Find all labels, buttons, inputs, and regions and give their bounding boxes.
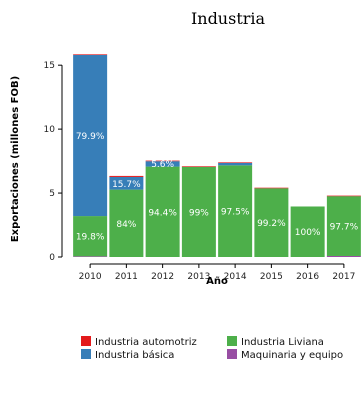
legend-swatch <box>81 336 91 346</box>
bar-segment <box>181 166 216 167</box>
bar-segment <box>145 160 180 162</box>
bar-segment <box>326 195 361 197</box>
data-label: 99.2% <box>257 219 286 229</box>
data-label: 79.9% <box>76 132 105 142</box>
bar-segment <box>109 176 144 190</box>
x-tick-label: 2011 <box>115 272 138 282</box>
y-axis-label: Exportaciones (millones FOB) <box>10 76 21 242</box>
data-labels-layer: 79.9% 19.8% 15.7% 84% 5.6% 94.4% 99% 97.5% 99.2%… <box>76 132 359 243</box>
bar-segment <box>254 188 289 257</box>
data-label: 100% <box>295 228 321 238</box>
legend-label: Industria automotriz <box>95 337 197 348</box>
bar-segment <box>290 206 325 257</box>
chart-title: Industria <box>191 9 266 28</box>
bar-segment <box>73 54 108 217</box>
bar-segment <box>73 256 108 257</box>
data-label: 84% <box>116 220 136 230</box>
x-tick-label: 2013 <box>187 272 210 282</box>
bar-segment <box>326 196 361 256</box>
data-label: 97.5% <box>221 208 250 218</box>
data-label: 19.8% <box>76 233 105 243</box>
x-tick-label: 2010 <box>79 272 102 282</box>
bars-layer <box>73 54 361 257</box>
legend-item: Industria básica <box>81 349 174 361</box>
x-tick-label: 2015 <box>260 272 283 282</box>
x-tick-label: 2017 <box>332 272 355 282</box>
bar-segment <box>254 187 289 189</box>
y-tick-label: 10 <box>44 125 56 135</box>
data-label: 97.7% <box>330 223 359 233</box>
bar-segment <box>145 161 180 167</box>
legend-label: Maquinaria y equipo <box>241 350 343 361</box>
data-label: 5.6% <box>151 160 174 170</box>
legend-item: Maquinaria y equipo <box>227 349 343 361</box>
legend-label: Industria Liviana <box>241 337 324 348</box>
bar-segment <box>73 54 108 55</box>
y-tick-label: 0 <box>49 253 55 263</box>
bar-segment <box>218 163 253 166</box>
x-tick-label: 2012 <box>151 272 174 282</box>
legend-item: Industria automotriz <box>81 336 197 348</box>
bar-segment <box>145 166 180 257</box>
x-tick-label: 2014 <box>224 272 247 282</box>
legend-swatch <box>227 349 237 359</box>
bar-segment <box>218 165 253 257</box>
y-tick-label: 15 <box>44 61 55 71</box>
legend-label: Industria básica <box>95 349 174 361</box>
bar-segment <box>326 255 361 257</box>
legend-swatch <box>81 349 91 359</box>
x-axis-label: Año <box>206 276 228 287</box>
bar-segment <box>73 216 108 257</box>
bar-segment <box>109 189 144 257</box>
legend-swatch <box>227 336 237 346</box>
x-tick-label: 2016 <box>296 272 319 282</box>
data-label: 94.4% <box>148 208 177 218</box>
y-tick-label: 5 <box>49 189 55 199</box>
data-label: 99% <box>189 208 209 218</box>
bar-segment <box>181 166 216 257</box>
legend-item: Industria Liviana <box>227 336 324 348</box>
data-label: 15.7% <box>112 180 141 190</box>
axes-layer: 0 5 10 15 2010 2011 2012 2013 2014 2015 2016 2017 <box>44 61 356 282</box>
bar-segment <box>109 175 144 177</box>
bar-segment <box>218 162 253 164</box>
